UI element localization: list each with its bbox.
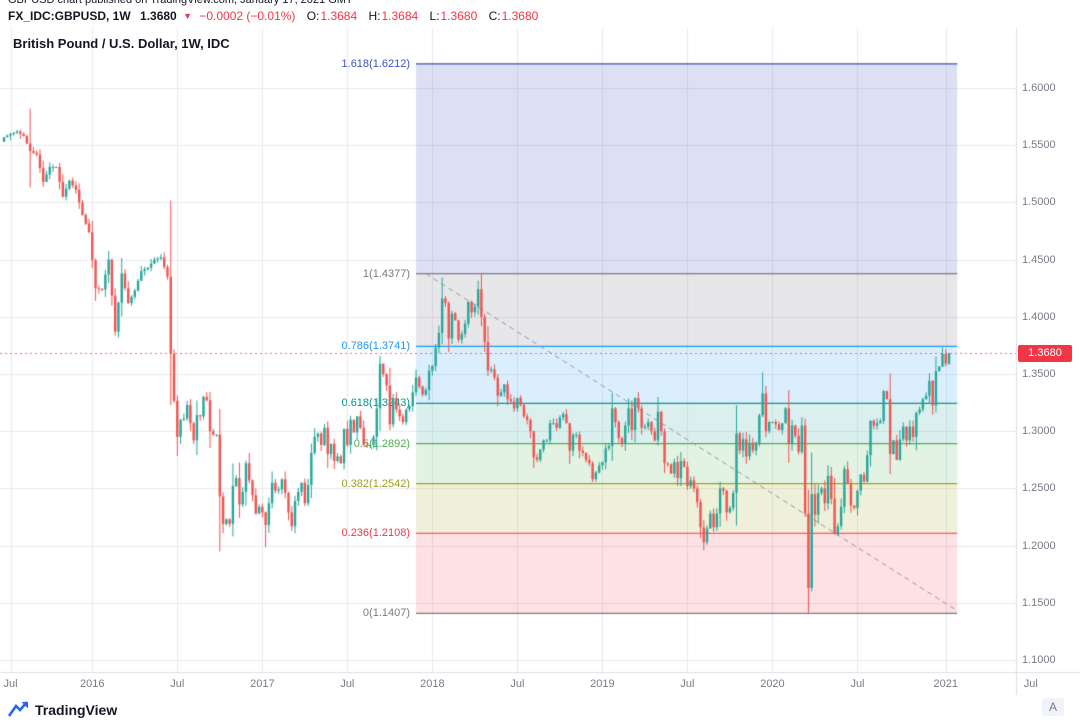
caption-text: GBPUSD chart published on TradingView.co… [8, 0, 353, 6]
legend-close: C:1.3680 [488, 9, 539, 23]
legend-high: H:1.3684 [368, 9, 419, 23]
pane-title: British Pound / U.S. Dollar, 1W, IDC [13, 36, 230, 51]
tradingview-brand[interactable]: TradingView [35, 701, 118, 718]
legend-low: L:1.3680 [429, 9, 478, 23]
legend-change: −0.0002 (−0.01%) [199, 9, 296, 23]
tradingview-logo-icon [8, 701, 28, 717]
footer: TradingView [8, 701, 117, 718]
legend-symbol[interactable]: FX_IDC:GBPUSD, 1W [8, 9, 131, 23]
auto-scale-button[interactable]: A [1042, 698, 1064, 716]
legend-row: FX_IDC:GBPUSD, 1W 1.3680 ▼ −0.0002 (−0.0… [8, 9, 538, 23]
caption-row: GBPUSD chart published on TradingView.co… [8, 0, 353, 8]
legend-last-price: 1.3680 [140, 9, 177, 23]
down-arrow-icon: ▼ [183, 11, 192, 21]
legend-open: O:1.3684 [306, 9, 358, 23]
